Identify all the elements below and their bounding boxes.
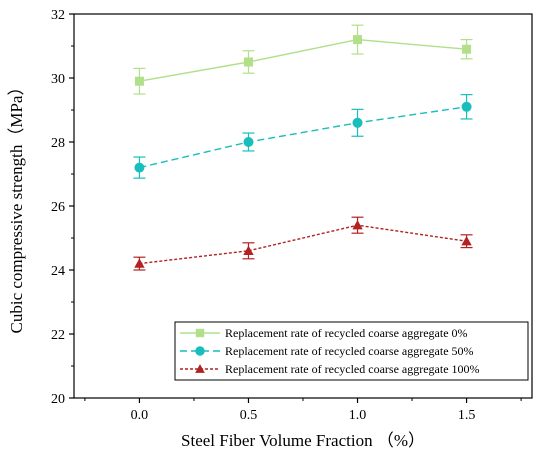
data-point-square (243, 57, 253, 67)
x-tick-label: 0.0 (131, 408, 149, 423)
legend: Replacement rate of recycled coarse aggr… (174, 321, 529, 381)
legend-box (174, 321, 529, 381)
plot-area (133, 24, 473, 271)
data-point-square (353, 35, 363, 45)
legend-label: Replacement rate of recycled coarse aggr… (225, 326, 468, 340)
data-point-triangle (243, 245, 254, 255)
data-point-circle (352, 117, 363, 128)
y-tick-label: 30 (51, 72, 65, 87)
y-tick-label: 20 (51, 392, 65, 407)
y-tick-label: 32 (51, 8, 65, 23)
legend-label: Replacement rate of recycled coarse aggr… (225, 344, 474, 358)
y-tick-label: 28 (51, 136, 65, 151)
x-tick-label: 1.5 (458, 408, 476, 423)
x-tick-label: 0.5 (240, 408, 258, 423)
data-point-square (462, 44, 472, 54)
y-tick-label: 26 (51, 200, 65, 215)
data-point-circle (134, 162, 145, 173)
series-line (139, 38, 467, 82)
data-point-square (134, 76, 144, 86)
x-tick-label: 1.0 (349, 408, 367, 423)
data-point-triangle (195, 364, 205, 373)
series (133, 94, 473, 179)
series (133, 24, 473, 95)
data-point-circle (243, 137, 254, 147)
axes: 20 22 24 26 28 30 32 0.0 0.5 1.0 1.5 (51, 8, 533, 423)
data-point-circle (461, 101, 472, 112)
legend-label: Replacement rate of recycled coarse aggr… (225, 362, 480, 376)
series (133, 216, 473, 271)
data-point-triangle (461, 236, 472, 246)
y-tick-label: 22 (51, 328, 65, 343)
data-point-circle (195, 346, 205, 356)
data-point-triangle (352, 220, 363, 230)
y-tick-label: 24 (51, 264, 65, 279)
x-axis-title: Steel Fiber Volume Fraction （%） (181, 431, 425, 450)
data-point-square (195, 328, 205, 338)
series-line (139, 224, 467, 265)
data-point-triangle (134, 258, 145, 268)
series-line (139, 106, 467, 169)
y-axis-title: Cubic compressive strength（MPa） (7, 79, 26, 334)
